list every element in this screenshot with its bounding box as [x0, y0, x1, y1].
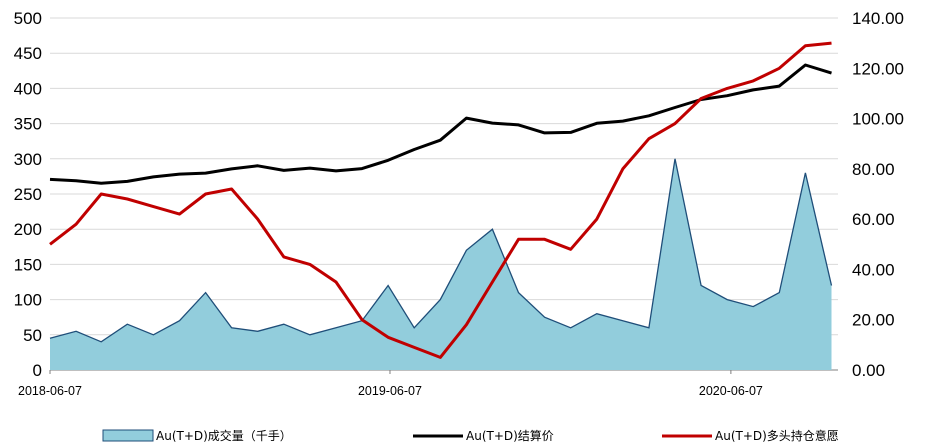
x-tick-label: 2020-06-07 — [699, 384, 763, 398]
legend-label: Au(T+D)多头持仓意愿 — [715, 428, 839, 443]
left-axis-ticks: 0 50 100 150 200 250 300 350 400 450 500 — [14, 9, 42, 380]
y-left-tick-label: 100 — [14, 291, 42, 310]
y-right-tick-label: 80.00 — [852, 160, 895, 179]
volume-area — [50, 158, 832, 370]
y-left-tick-label: 50 — [23, 326, 42, 345]
y-left-tick-label: 0 — [33, 361, 42, 380]
y-right-tick-label: 100.00 — [852, 110, 904, 129]
volume-area-series — [49, 158, 833, 370]
y-right-tick-label: 40.00 — [852, 260, 895, 279]
y-right-tick-label: 20.00 — [852, 311, 895, 330]
y-right-tick-label: 140.00 — [852, 9, 904, 28]
legend-label: Au(T+D)结算价 — [466, 428, 554, 443]
y-right-tick-label: 0.00 — [852, 361, 885, 380]
y-left-tick-label: 350 — [14, 115, 42, 134]
y-left-tick-label: 150 — [14, 255, 42, 274]
x-tick-label: 2018-06-07 — [18, 384, 82, 398]
y-left-tick-label: 300 — [14, 150, 42, 169]
x-tick-label: 2019-06-07 — [358, 384, 422, 398]
y-left-tick-label: 450 — [14, 44, 42, 63]
y-right-tick-label: 60.00 — [852, 210, 895, 229]
y-left-tick-label: 200 — [14, 220, 42, 239]
legend-label: Au(T+D)成交量（千手） — [156, 428, 292, 443]
y-left-tick-label: 500 — [14, 9, 42, 28]
interest-line-series — [49, 41, 832, 359]
y-right-tick-label: 120.00 — [852, 59, 904, 78]
y-left-tick-label: 250 — [14, 185, 42, 204]
right-axis-ticks: 0.00 20.00 40.00 60.00 80.00 100.00 120.00 140.… — [852, 9, 904, 380]
legend-swatch-volume — [102, 429, 154, 442]
x-axis-ticks: 2018-06-07 2019-06-07 2020-06-07 — [18, 370, 763, 398]
legend: Au(T+D)成交量（千手） Au(T+D)结算价 Au(T+D)多头持仓意愿 — [102, 428, 839, 443]
y-left-tick-label: 400 — [14, 79, 42, 98]
